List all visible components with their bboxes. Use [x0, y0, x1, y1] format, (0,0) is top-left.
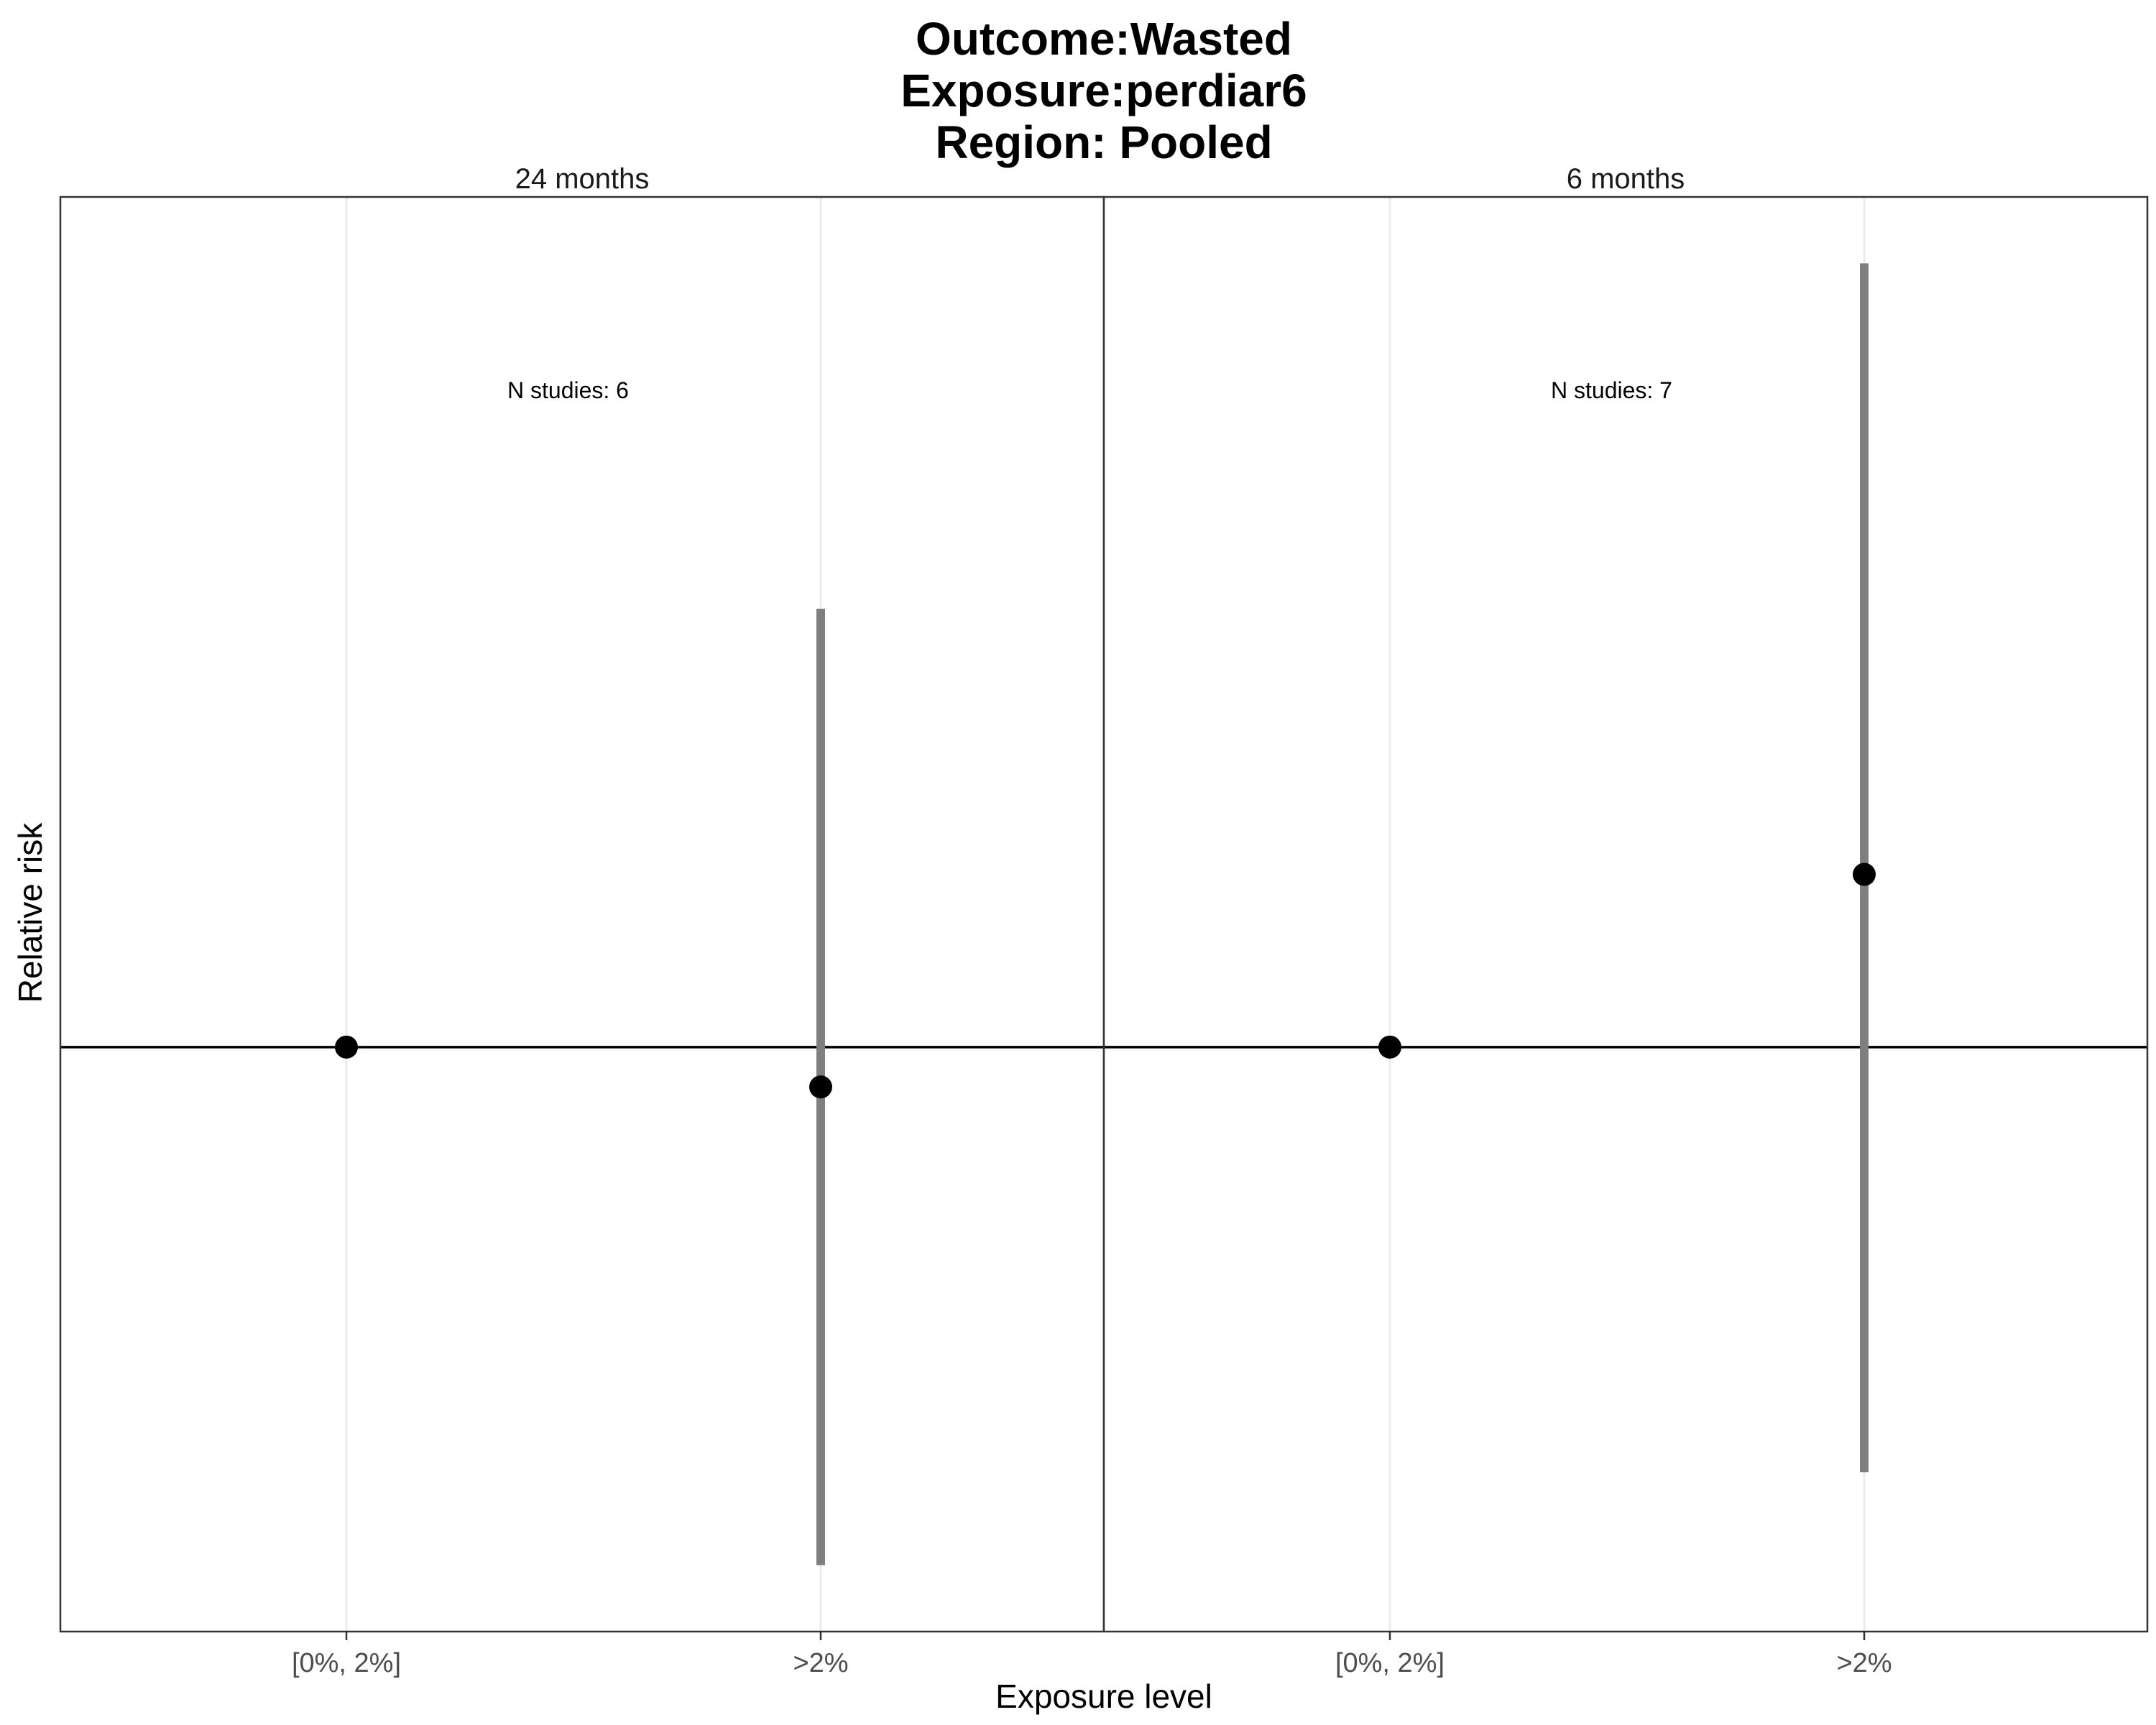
point-2: [809, 1075, 832, 1099]
point-1: [1378, 1035, 1401, 1059]
panel-background: [1104, 197, 2147, 1632]
n-studies-label: N studies: 7: [1551, 377, 1672, 403]
panel-2: 6 months N studies: 7 [0%, 2%] >2%: [1102, 163, 2149, 1678]
x-tick-label-2: >2%: [793, 1648, 848, 1678]
panel-background: [60, 197, 1104, 1632]
strip-label: 6 months: [1567, 163, 1685, 195]
panel-1: 24 months N studies: 6 [0%, 2%] >2%: [59, 163, 1105, 1678]
y-axis-title: Relative risk: [11, 822, 49, 1003]
point-1: [335, 1035, 358, 1059]
x-tick-label-1: [0%, 2%]: [1335, 1648, 1445, 1678]
point-2: [1853, 862, 1876, 886]
strip-label: 24 months: [515, 163, 650, 195]
x-axis-title: Exposure level: [995, 1678, 1212, 1715]
panel-border: [1102, 196, 2149, 1633]
chart-title-line-2: Exposure:perdiar6: [900, 65, 1307, 116]
n-studies-label: N studies: 6: [507, 377, 629, 403]
chart-title-line-3: Region: Pooled: [935, 116, 1272, 168]
x-tick-label-2: >2%: [1836, 1648, 1892, 1678]
chart-title-line-1: Outcome:Wasted: [916, 13, 1292, 65]
x-tick-label-1: [0%, 2%]: [292, 1648, 401, 1678]
